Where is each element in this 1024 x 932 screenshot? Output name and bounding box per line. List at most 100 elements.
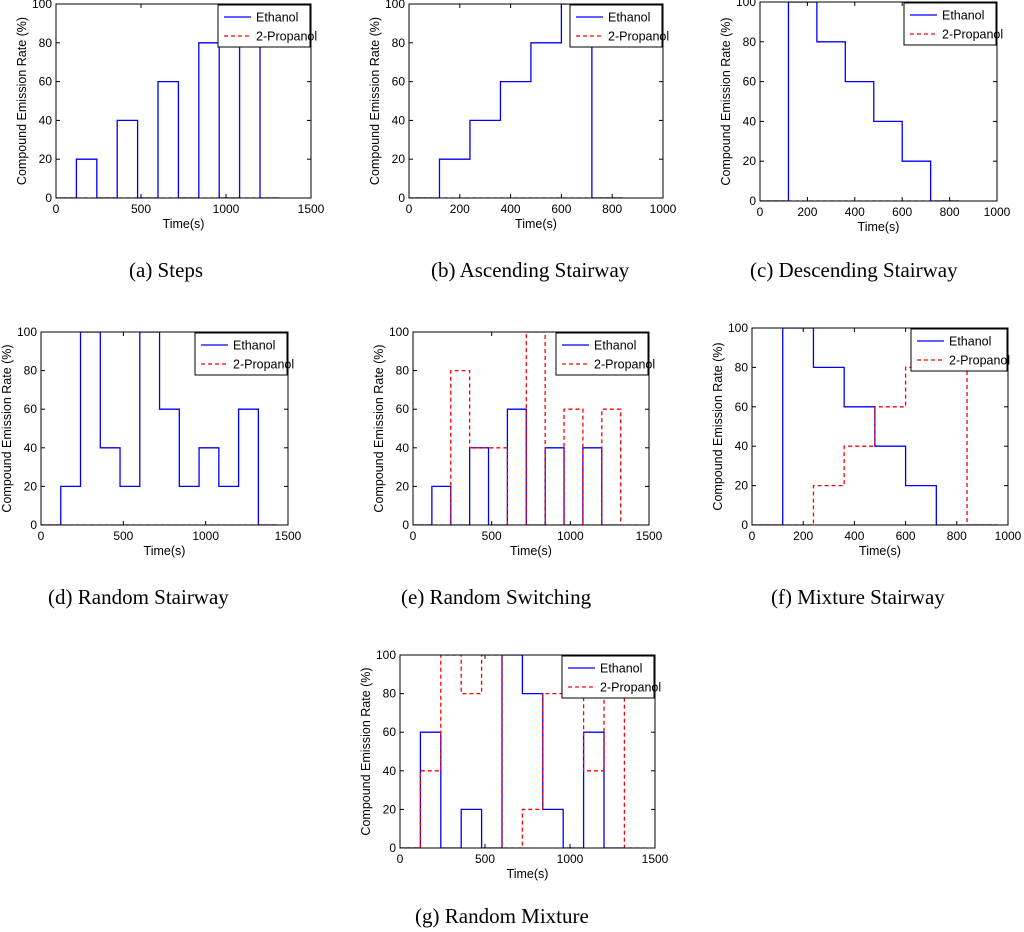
y-axis-label: Compound Emission Rate (%) [372,344,386,512]
y-axis-label: Compound Emission Rate (%) [368,17,382,185]
legend-box [555,332,649,376]
legend-box [910,328,1008,372]
x-tick-label: 0 [749,529,756,543]
x-tick-label: 1000 [650,202,677,216]
x-tick-label: 1000 [213,202,240,216]
x-tick-label: 200 [450,202,470,216]
series-line-ethanol [760,2,960,201]
legend-label: Ethanol [256,11,298,25]
y-tick-label: 100 [736,0,756,9]
x-tick-label: 600 [551,202,571,216]
y-tick-label: 100 [17,325,37,339]
x-tick-label: 1000 [557,852,584,866]
x-axis-label: Time(s) [163,217,205,231]
y-tick-label: 0 [398,191,405,205]
legend-box [569,4,663,48]
x-tick-label: 500 [131,202,151,216]
legend-label: 2-Propanol [942,28,1003,42]
legend-label: Ethanol [608,11,650,25]
y-tick-label: 0 [749,194,756,208]
x-tick-label: 600 [896,529,916,543]
y-tick-label: 100 [32,0,52,11]
chart-a: 0 500 1000 1500 0 20 40 60 80 100 Time(s) Compound … [15,0,325,231]
legend-box [217,4,311,48]
x-tick-label: 800 [602,202,622,216]
chart-g: 0 500 1000 1500 0 20 40 60 80 100 Time(s) Compound … [359,648,669,881]
legend-label: Ethanol [949,335,991,349]
chart-b: 0 200 400 600 800 1000 0 20 40 60 80 100 Time(s) Comp… [368,0,677,231]
plot-frame [751,327,1009,526]
y-tick-label: 100 [389,325,409,339]
y-tick-label: 60 [392,75,406,89]
y-tick-label: 0 [402,518,409,532]
y-tick-label: 20 [39,152,53,166]
y-tick-label: 40 [39,113,53,127]
y-tick-label: 100 [728,321,748,335]
chart-caption: (b) Ascending Stairway [431,258,630,282]
chart-e: 0 500 1000 1500 0 20 40 60 80 100 Time(s) Compound … [372,325,663,558]
x-tick-label: 500 [113,529,133,543]
legend-box [561,655,655,699]
x-tick-label: 1000 [192,529,219,543]
x-tick-label: 0 [397,852,404,866]
y-tick-label: 40 [392,113,406,127]
y-tick-label: 80 [39,36,53,50]
x-tick-label: 0 [406,202,413,216]
y-tick-label: 20 [383,802,397,816]
legend-label: Ethanol [942,9,984,23]
y-tick-label: 100 [385,0,405,11]
series-line-ethanol [41,332,279,525]
plot-frame [40,331,289,526]
y-tick-label: 20 [392,152,406,166]
y-axis-label: Compound Emission Rate (%) [711,342,725,510]
y-tick-label: 40 [383,764,397,778]
chart-caption: (d) Random Stairway [48,585,229,609]
x-axis-label: Time(s) [507,867,549,881]
legend-label: Ethanol [594,339,636,353]
series-line-2-propanol [413,332,640,525]
series-line-ethanol [400,655,625,848]
legend-label: Ethanol [233,339,275,353]
y-tick-label: 20 [735,479,749,493]
chart-caption: (a) Steps [129,258,204,282]
y-tick-label: 80 [392,36,406,50]
y-tick-label: 60 [383,725,397,739]
x-axis-label: Time(s) [144,544,186,558]
y-tick-label: 0 [45,191,52,205]
y-tick-label: 80 [735,360,749,374]
x-tick-label: 1000 [984,205,1011,219]
x-tick-label: 800 [947,529,967,543]
legend-box [194,332,288,376]
chart-f: 0 200 400 600 800 1000 0 20 40 60 80 100 Time(s) Comp… [711,321,1022,558]
y-tick-label: 60 [396,402,410,416]
x-tick-label: 600 [892,205,912,219]
plot-frame [408,3,664,199]
legend-label: 2-Propanol [233,358,294,372]
y-tick-label: 60 [735,400,749,414]
y-axis-label: Compound Emission Rate (%) [0,344,14,512]
y-tick-label: 60 [24,402,38,416]
legend-label: 2-Propanol [600,681,661,695]
x-tick-label: 200 [797,205,817,219]
x-axis-label: Time(s) [859,544,901,558]
y-tick-label: 40 [24,441,38,455]
x-tick-label: 0 [757,205,764,219]
legend-label: Ethanol [600,662,642,676]
x-tick-label: 400 [845,205,865,219]
x-tick-label: 1500 [275,529,302,543]
legend-label: 2-Propanol [949,354,1010,368]
x-axis-label: Time(s) [510,544,552,558]
y-tick-label: 60 [743,75,757,89]
y-axis-label: Compound Emission Rate (%) [15,17,29,185]
y-axis-label: Compound Emission Rate (%) [719,17,733,185]
y-tick-label: 20 [743,154,757,168]
legend-label: 2-Propanol [256,30,317,44]
x-tick-label: 0 [410,529,417,543]
x-tick-label: 1500 [636,529,663,543]
y-tick-label: 0 [389,841,396,855]
legend-label: 2-Propanol [594,358,655,372]
y-axis-label: Compound Emission Rate (%) [359,667,373,835]
x-tick-label: 400 [501,202,521,216]
y-tick-label: 40 [743,114,757,128]
y-tick-label: 80 [24,364,38,378]
